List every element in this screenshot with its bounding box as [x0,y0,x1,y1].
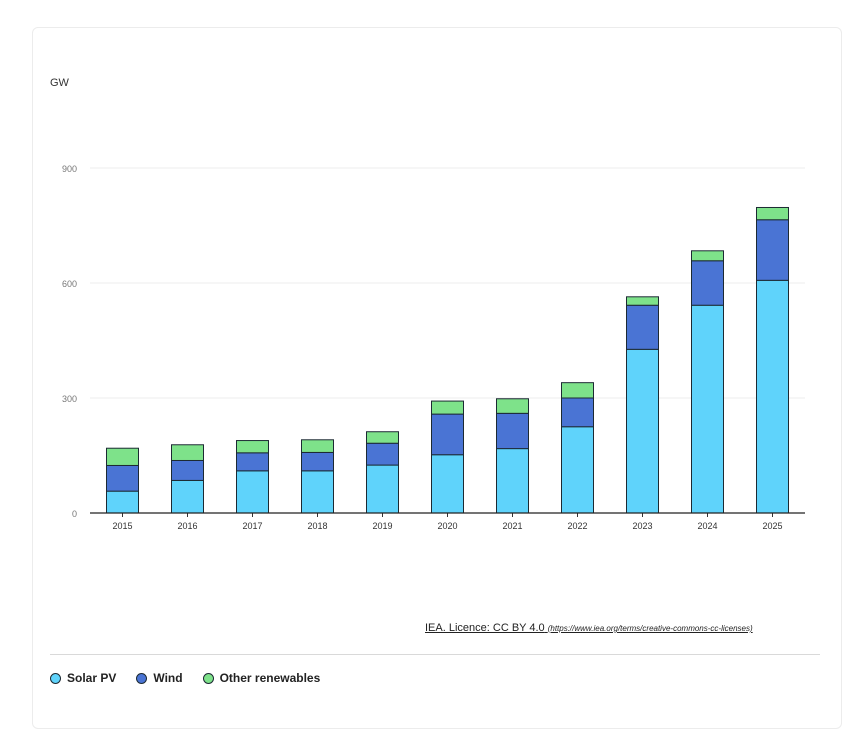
x-tick-label: 2025 [762,521,782,531]
x-tick-label: 2021 [502,521,522,531]
y-tick-label: 900 [62,164,77,174]
bar-segment-other [496,398,529,414]
legend-item-other[interactable]: Other renewables [202,671,321,685]
x-tick-label: 2017 [242,521,262,531]
x-tick-label: 2019 [372,521,392,531]
legend-swatch-solar [50,672,61,684]
bar-segment-solar [106,490,139,514]
bar-segment-solar [431,454,464,514]
bar-segment-other [626,296,659,306]
bar-segment-wind [431,413,464,456]
bar-segment-other [561,382,594,399]
x-tick-label: 2022 [567,521,587,531]
x-tick-label: 2020 [437,521,457,531]
bar-segment-wind [756,219,789,281]
credit-link[interactable]: IEA. Licence: CC BY 4.0 (https://www.iea… [425,622,753,634]
bar-segment-wind [366,442,399,466]
stacked-bar-chart: GW 0 300 600 900 2015 2016 2017 2018 2019 2020 2021… [50,77,805,531]
bar-segment-solar [496,448,529,514]
bar-segment-wind [171,459,204,481]
x-tick-label: 2016 [177,521,197,531]
bar-segment-other [366,431,399,444]
bar-segment-solar [691,304,724,514]
legend-label-other: Other renewables [219,671,321,685]
bar-segment-solar [756,279,789,514]
bar-segment-other [106,447,139,466]
credit-url: (https://www.iea.org/terms/creative-comm… [547,624,753,633]
x-tick-label: 2015 [112,521,132,531]
bar-segment-solar [561,426,594,514]
x-tick-label: 2024 [697,521,717,531]
bar-segment-solar [301,470,334,514]
bar-segment-other [301,439,334,453]
bar-segment-other [431,400,464,415]
bar-segment-wind [496,412,529,450]
legend-item-wind[interactable]: Wind [136,671,183,685]
bar-segment-wind [106,464,139,492]
legend-item-solar[interactable]: Solar PV [50,671,116,685]
legend-label-wind: Wind [153,671,183,685]
bar-segment-solar [626,348,659,514]
bar-segment-solar [366,464,399,514]
x-tick-label: 2018 [307,521,327,531]
credit-text: IEA. Licence: CC BY 4.0 [425,622,545,634]
bar-segment-solar [171,479,204,514]
bar-segment-other [756,206,789,221]
bar-segment-wind [691,260,724,306]
bar-segment-solar [236,470,269,514]
bar-segment-wind [626,304,659,350]
bar-segment-wind [301,451,334,472]
y-tick-label: 0 [72,509,77,519]
bar-segment-other [171,444,204,461]
bar-segment-other [236,440,269,454]
bar-segment-wind [561,397,594,428]
legend-swatch-other [202,672,214,684]
x-tick-label: 2023 [632,521,652,531]
bar-segment-wind [236,452,269,472]
y-tick-label: 300 [62,394,77,404]
legend: Solar PV Wind Other renewables [50,671,340,685]
bar-segment-other [691,250,724,262]
legend-swatch-wind [136,672,148,684]
y-tick-label: 600 [62,279,77,289]
legend-label-solar: Solar PV [67,671,117,685]
legend-divider [50,654,820,655]
y-axis-label: GW [50,77,70,89]
